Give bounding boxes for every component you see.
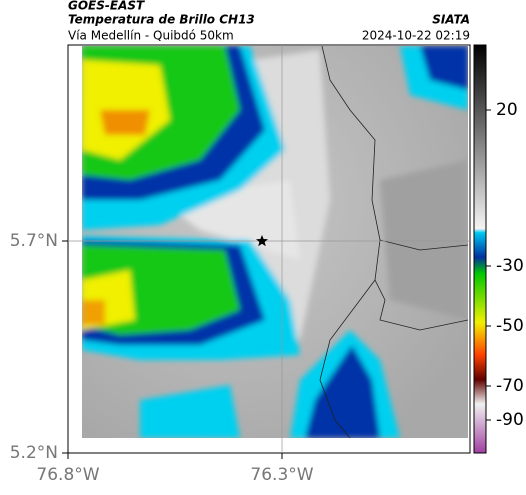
title: Temperatura de Brillo CH13 <box>68 13 255 27</box>
subtitle: Vía Medellín - Quibdó 50km <box>68 29 234 43</box>
y-label: 5.2°N <box>10 443 58 463</box>
labels: 5.7°N 5.2°N76.8°W 76.3°W 20 -30 -50 -70 -90 <box>10 100 524 485</box>
colorbar-label: -50 <box>496 316 524 336</box>
map-frame <box>67 44 471 454</box>
colorbar-label: -90 <box>496 410 524 430</box>
satellite: GOES-EAST <box>68 0 145 13</box>
location-star <box>256 235 268 247</box>
datetime: 2024-10-22 02:19 <box>362 29 470 43</box>
x-label: 76.8°W <box>36 465 99 485</box>
colorbar <box>473 44 487 454</box>
y-label: 5.7°N <box>10 231 58 251</box>
source: SIATA <box>432 13 470 27</box>
colorbar-label: -70 <box>496 376 524 396</box>
brightness-image <box>82 46 468 438</box>
colorbar-label: 20 <box>496 100 518 120</box>
colorbar-label: -30 <box>496 256 524 276</box>
x-label: 76.3°W <box>250 465 313 485</box>
